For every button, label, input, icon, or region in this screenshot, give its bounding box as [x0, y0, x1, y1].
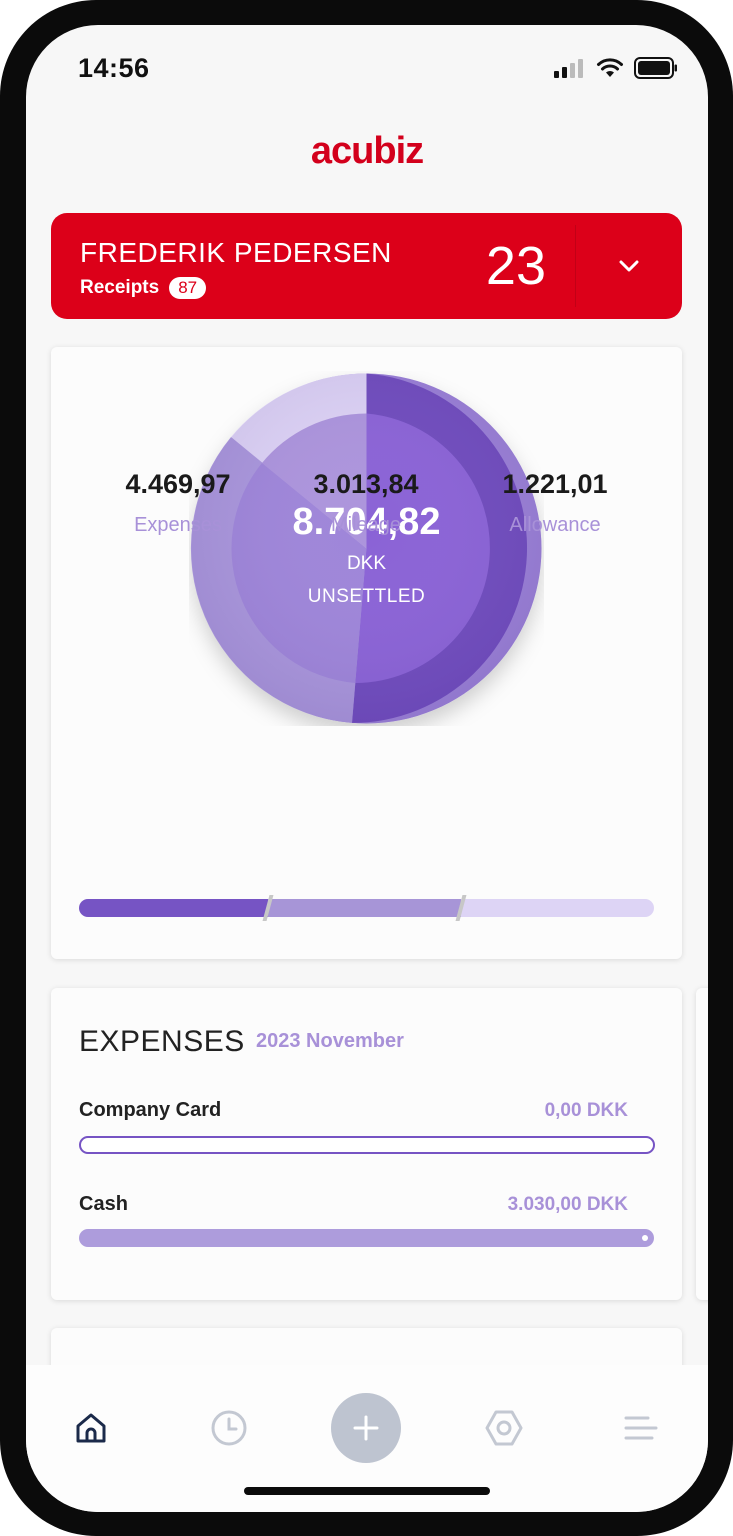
summary-card: 8.704,82 DKK UNSETTLED	[51, 347, 682, 959]
bar-segment-mileage	[268, 899, 461, 917]
chevron-down-icon	[619, 260, 639, 272]
home-indicator	[244, 1487, 490, 1495]
cash-label: Cash	[79, 1193, 128, 1215]
stat-mileage-value: 3.013,84	[313, 469, 419, 499]
status-bar: 14:56	[26, 25, 708, 115]
expenses-title: EXPENSES	[79, 1025, 245, 1058]
status-icons	[554, 57, 678, 79]
company-card-label: Company Card	[79, 1099, 222, 1121]
bar-segment-expenses	[79, 899, 268, 917]
stat-expenses[interactable]: 4.469,97 Expenses	[78, 469, 278, 537]
total-amount: 8.704,82	[292, 501, 441, 543]
add-button[interactable]	[331, 1393, 401, 1463]
cash-progress	[79, 1229, 654, 1247]
plus-icon	[353, 1415, 379, 1441]
stat-mileage-label: Mileage	[330, 514, 402, 536]
home-icon	[76, 1413, 106, 1443]
total-currency: DKK	[346, 553, 387, 574]
brand-logo: acubiz	[310, 130, 424, 172]
progress-end-dot	[642, 1235, 648, 1241]
hexagon-icon	[485, 1410, 523, 1446]
company-card-value: 0,00 DKK	[544, 1100, 628, 1121]
total-status: UNSETTLED	[307, 586, 426, 607]
company-card-progress	[79, 1136, 655, 1154]
receipts-row: Receipts 87	[80, 277, 207, 299]
cellular-signal-icon	[554, 59, 583, 78]
stat-allowance-label: Allowance	[509, 514, 601, 536]
user-count: 23	[485, 236, 546, 296]
status-time: 14:56	[78, 53, 150, 83]
tab-home[interactable]	[56, 1393, 126, 1463]
cash-value: 3.030,00 DKK	[507, 1194, 628, 1215]
tab-history[interactable]	[194, 1393, 264, 1463]
summary-split-bar	[79, 899, 654, 917]
next-card-edge	[696, 988, 708, 1300]
app-screen: 14:56 acubiz FREDERIK PEDERSEN Re	[26, 25, 708, 1512]
expenses-period: 2023 November	[256, 1030, 404, 1052]
summary-donut-chart	[190, 373, 542, 724]
bar-segment-allowance	[461, 899, 654, 917]
battery-icon	[634, 57, 677, 79]
receipts-label: Receipts	[80, 277, 160, 298]
clock-icon	[211, 1410, 247, 1446]
receipts-count-badge: 87	[169, 277, 207, 299]
stat-mileage[interactable]: 3.013,84 Mileage	[266, 469, 466, 537]
user-name: FREDERIK PEDERSEN	[80, 237, 392, 268]
stat-expenses-label: Expenses	[134, 514, 222, 536]
header-divider	[575, 225, 576, 307]
stat-allowance[interactable]: 1.221,01 Allowance	[455, 469, 655, 537]
menu-icon	[624, 1416, 658, 1440]
tab-menu[interactable]	[606, 1393, 676, 1463]
stat-expenses-value: 4.469,97	[125, 469, 231, 499]
expand-user-button[interactable]	[576, 213, 682, 319]
tab-settings[interactable]	[469, 1393, 539, 1463]
stat-allowance-value: 1.221,01	[502, 469, 608, 499]
wifi-icon	[597, 58, 623, 77]
user-header[interactable]: FREDERIK PEDERSEN Receipts 87 23	[51, 213, 682, 319]
